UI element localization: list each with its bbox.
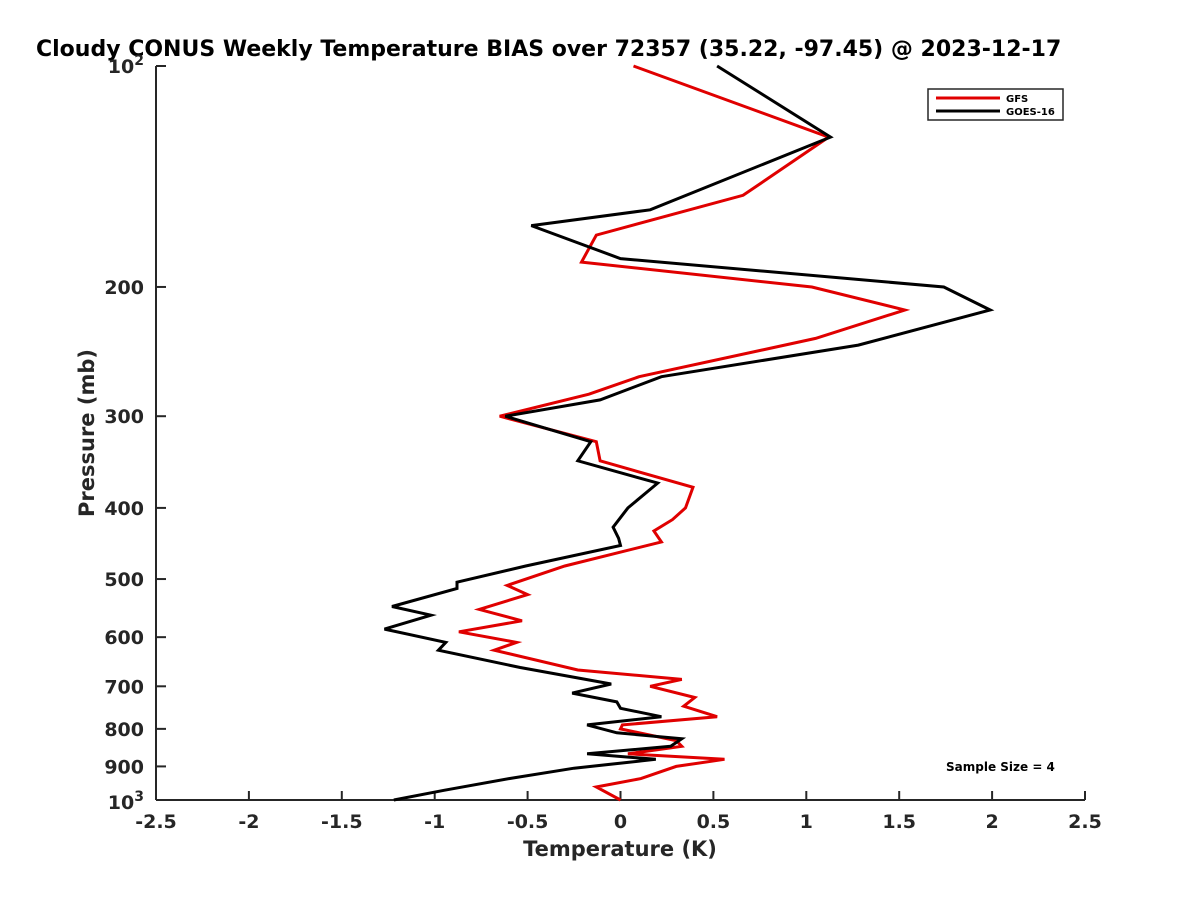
y-tick-label: 800 bbox=[104, 719, 144, 741]
series-layer bbox=[384, 64, 995, 802]
x-tick-label: -2.5 bbox=[135, 811, 177, 833]
x-tick-label: 2 bbox=[985, 811, 998, 833]
x-tick-label: 1.5 bbox=[882, 811, 916, 833]
y-tick-label-bottom: 103 bbox=[108, 789, 144, 814]
x-tick-label: 0.5 bbox=[697, 811, 731, 833]
x-axis-title: Temperature (K) bbox=[523, 837, 717, 861]
y-axis-title: Pressure (mb) bbox=[75, 349, 99, 517]
y-tick-label: 600 bbox=[104, 627, 144, 649]
x-tick-label: 0 bbox=[614, 811, 627, 833]
y-tick-label: 700 bbox=[104, 676, 144, 698]
y-tick-label-top: 102 bbox=[108, 53, 144, 78]
y-tick-label: 400 bbox=[104, 498, 144, 520]
y-tick-label: 500 bbox=[104, 569, 144, 591]
x-tick-label: -2 bbox=[238, 811, 259, 833]
y-tick-label: 200 bbox=[104, 277, 144, 299]
x-tick-label: 1 bbox=[800, 811, 813, 833]
sample-size-annotation: Sample Size = 4 bbox=[946, 760, 1055, 774]
series-line-gfs bbox=[458, 64, 911, 802]
x-tick-label: -1 bbox=[424, 811, 445, 833]
y-tick-label: 300 bbox=[104, 406, 144, 428]
x-tick-label: 2.5 bbox=[1068, 811, 1102, 833]
legend: GFS GOES-16 bbox=[927, 88, 1064, 121]
legend-box bbox=[927, 88, 1064, 121]
x-tick-label: -1.5 bbox=[321, 811, 363, 833]
axes: -2.5 -2 -1.5 -1 -0.5 0 0.5 1 1.5 2 2.5 200 300 400 500… bbox=[104, 53, 1102, 833]
chart-title: Cloudy CONUS Weekly Temperature BIAS ove… bbox=[36, 37, 1061, 62]
series-line-goes-16 bbox=[384, 64, 995, 802]
x-tick-label: -0.5 bbox=[507, 811, 549, 833]
legend-label: GOES-16 bbox=[1006, 107, 1055, 118]
y-tick-label: 900 bbox=[104, 756, 144, 778]
legend-label: GFS bbox=[1006, 94, 1028, 105]
